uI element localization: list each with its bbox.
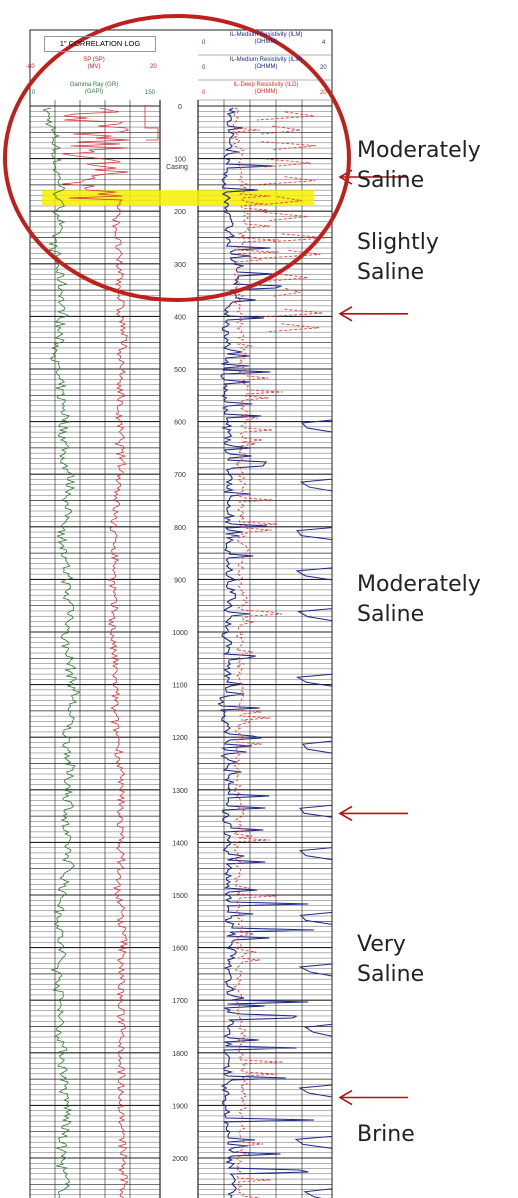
ilm-spike — [294, 1135, 333, 1149]
ilm-spike — [299, 911, 333, 925]
ilm-spike — [298, 847, 333, 861]
gr-min: 0 — [32, 90, 36, 96]
depth-label: 2000 — [172, 1156, 188, 1163]
depth-label: 600 — [174, 420, 186, 427]
ild-spike — [264, 158, 311, 168]
depth-label: 800 — [174, 525, 186, 532]
ilm-spike — [303, 1023, 333, 1037]
zone-line1: Brine — [357, 1122, 415, 1147]
zone-line1: Slightly — [357, 230, 439, 255]
ild-spike — [261, 141, 317, 151]
ild-name: IL-Deep Resistivity (ILD) — [233, 82, 299, 88]
depth-label: 0 — [178, 104, 182, 111]
ild-spike — [256, 111, 315, 121]
ild-spike — [264, 273, 308, 283]
zone-line2: Saline — [357, 168, 425, 193]
zone-moderately-saline-top: Moderately Saline — [357, 136, 481, 196]
ild-spike — [258, 249, 321, 259]
ilm-spike — [298, 1084, 333, 1098]
depth-label: 500 — [174, 367, 186, 374]
ilm-spike — [295, 673, 333, 687]
depth-label: 400 — [174, 314, 186, 321]
ild-spike — [260, 125, 301, 135]
zone-line2: Saline — [357, 260, 425, 285]
highlight-band — [42, 190, 314, 206]
zone-line1: Very — [357, 932, 406, 957]
gr-header: Gamma Ray (GR) (GAPI) — [30, 82, 158, 96]
zone-line1: Moderately — [357, 572, 481, 597]
ild-spike — [266, 323, 320, 333]
annotation-circle — [3, 14, 351, 302]
ild-unit: (OHMM) — [254, 89, 278, 95]
sp-top-trace — [144, 105, 159, 141]
ild-spike — [270, 233, 327, 243]
ild-spike — [272, 287, 301, 297]
ilm2-min: 0 — [202, 65, 206, 71]
ilm-spike — [299, 804, 333, 818]
ilm1-header: IL-Medium Resistivity (ILM) (OHMM) — [202, 32, 330, 46]
depth-label: 1100 — [172, 683, 187, 690]
depth-labels: 0 100 200 300 400 500 600 700 800 900 1000 1100 1200… — [172, 104, 188, 1163]
ild-max: 20 — [320, 90, 327, 96]
depth-label: 1500 — [172, 893, 188, 900]
zone-slightly-saline: Slightly Saline — [357, 228, 439, 288]
zone-moderately-saline-mid: Moderately Saline — [357, 570, 481, 630]
depth-label: 200 — [174, 209, 186, 216]
ilm1-unit: (OHMM) — [254, 39, 278, 45]
ilm-spike — [301, 740, 333, 754]
zone-line1: Moderately — [357, 138, 481, 163]
ild-header: IL-Deep Resistivity (ILD) (OHMM) — [202, 82, 330, 96]
log-title: 1" CORRELATION LOG — [44, 36, 156, 52]
ilm2-name: IL-Medium Resistivity (ILM) — [229, 57, 303, 63]
ilm-spike — [295, 567, 333, 581]
arrow-head — [338, 306, 353, 322]
gr-name: Gamma Ray (GR) — [69, 82, 119, 88]
ilm2-max: 20 — [320, 65, 327, 71]
depth-label: 1400 — [172, 840, 188, 847]
ilm-spike — [303, 1188, 333, 1198]
ilm1-name: IL-Medium Resistivity (ILM) — [229, 32, 303, 38]
ild-spike — [263, 196, 303, 206]
arrow-head — [338, 805, 353, 822]
sp-min: -80 — [26, 64, 35, 70]
ild-min: 0 — [202, 90, 206, 96]
ilm2-header: IL-Medium Resistivity (ILM) (OHMM) — [202, 57, 330, 71]
depth-label: 100 — [174, 157, 186, 164]
depth-label: 300 — [174, 262, 186, 269]
ilm2-unit: (OHMM) — [254, 64, 278, 70]
depth-label: 1600 — [172, 946, 188, 953]
zone-very-saline: Very Saline — [357, 930, 424, 990]
ilm1-max: 4 — [322, 40, 326, 46]
ild-spike — [257, 308, 324, 318]
gamma-ray-curve — [42, 107, 81, 1198]
arrow-head — [338, 1089, 353, 1106]
zone-brine: Brine — [357, 1120, 415, 1150]
depth-label: 700 — [174, 472, 186, 479]
ilm-spike — [295, 527, 333, 541]
depth-label: 1800 — [172, 1051, 188, 1058]
ilm1-min: 0 — [202, 40, 206, 46]
ilm-spike — [300, 419, 333, 433]
depth-label: 1200 — [172, 735, 188, 742]
depth-label: 1000 — [172, 630, 188, 637]
gr-max: 150 — [145, 90, 156, 96]
sp-max: 20 — [150, 64, 157, 70]
depth-label: 1700 — [172, 998, 188, 1005]
depth-label: 1300 — [172, 788, 188, 795]
gr-unit: (GAPI) — [84, 89, 104, 95]
sp-header: SP (SP) (MV) — [30, 57, 158, 71]
depth-label: 1900 — [172, 1103, 188, 1110]
casing-label: Casing — [166, 164, 188, 171]
sp-name: SP (SP) — [83, 57, 105, 63]
ilm-spike — [298, 963, 333, 977]
ild-spike — [255, 176, 316, 186]
ilm-spike — [299, 478, 333, 492]
zone-line2: Saline — [357, 602, 425, 627]
depth-label: 900 — [174, 577, 186, 584]
zone-line2: Saline — [357, 962, 425, 987]
sp-unit: (MV) — [87, 64, 101, 70]
ilm-spike — [296, 608, 333, 622]
